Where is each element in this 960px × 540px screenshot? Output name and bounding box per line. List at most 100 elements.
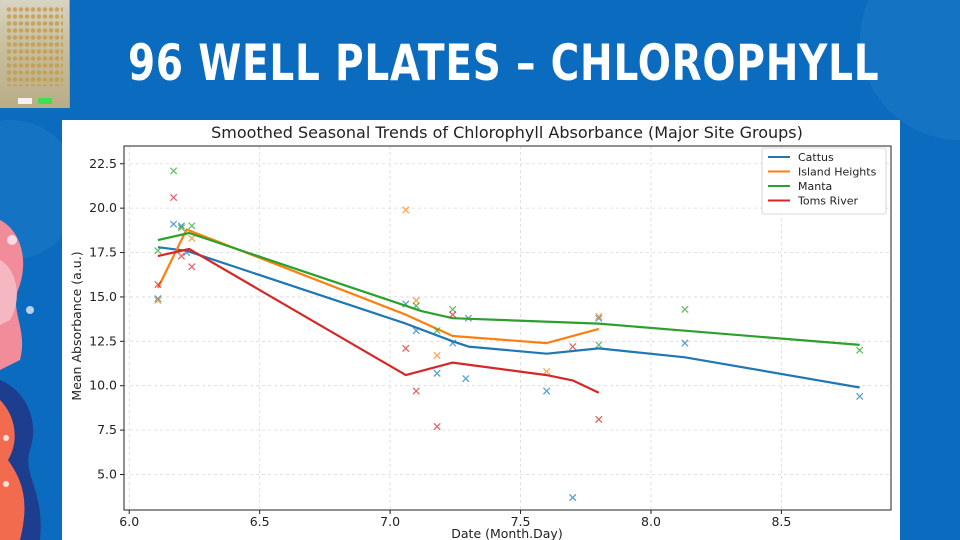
data-point-cattus [154, 295, 162, 303]
data-point-island-heights [595, 312, 603, 321]
point-stroke [595, 312, 603, 321]
data-point-toms-river [169, 193, 178, 202]
data-point-cattus [169, 220, 178, 228]
data-point-cattus [177, 222, 186, 230]
series-island-heights [154, 206, 603, 376]
point-stroke [154, 295, 162, 303]
point-stroke [433, 422, 441, 431]
data-point-cattus [462, 374, 470, 383]
data-point-cattus [569, 493, 577, 502]
point-stroke [154, 247, 162, 255]
grid [124, 146, 891, 510]
point-stroke [595, 314, 603, 322]
data-point-manta [154, 247, 162, 255]
data-point-cattus [681, 339, 689, 347]
legend-label-toms-river: Toms River [797, 195, 858, 208]
y-tick-label: 20.0 [89, 200, 117, 215]
data-point-island-heights [188, 234, 196, 242]
legend-label-manta: Manta [798, 180, 832, 193]
data-point-island-heights [433, 351, 441, 360]
data-point-manta [449, 305, 457, 314]
point-stroke [569, 342, 577, 351]
data-point-toms-river [402, 344, 410, 353]
series-manta [154, 167, 864, 354]
data-point-toms-river [412, 387, 420, 395]
point-stroke [188, 222, 196, 230]
data-point-manta [856, 346, 864, 354]
point-stroke [188, 263, 196, 271]
data-point-cattus [856, 392, 864, 401]
point-stroke [449, 305, 457, 314]
point-stroke [412, 296, 420, 305]
tick-labels: 6.0 6.5 7.0 7.5 8.0 8.5 5.0 7.5 10.0 12.5 15.0 17.5… [89, 156, 791, 529]
point-stroke [433, 351, 441, 360]
x-axis-label: Date (Month.Day) [451, 526, 562, 540]
series-line-island-heights [156, 228, 600, 345]
axes [120, 145, 892, 514]
data-point-cattus [542, 387, 551, 395]
x-tick-label: 7.5 [511, 514, 531, 529]
plate-label-sticker [38, 98, 52, 104]
legend-box [761, 147, 887, 215]
y-tick-label: 7.5 [97, 422, 117, 437]
point-stroke [681, 339, 689, 347]
data-point-manta [433, 327, 441, 335]
y-tick-label: 17.5 [89, 245, 117, 260]
point-stroke [154, 280, 162, 289]
y-tick-label: 15.0 [89, 289, 117, 304]
data-point-toms-river [188, 263, 196, 271]
series-line-manta [157, 231, 860, 346]
series-cattus [154, 220, 864, 502]
data-point-toms-river [569, 342, 577, 351]
point-stroke [177, 252, 186, 260]
y-tick-label: 12.5 [89, 333, 117, 348]
chart-title: Smoothed Seasonal Trends of Chlorophyll … [211, 123, 803, 142]
point-stroke [402, 344, 410, 353]
point-stroke [856, 392, 864, 401]
point-stroke [433, 369, 441, 377]
data-point-toms-river [595, 415, 603, 424]
x-tick-label: 6.5 [250, 514, 270, 529]
data-point-toms-river [433, 422, 441, 431]
y-axis-label: Mean Absorbance (a.u.) [69, 251, 84, 400]
x-tick-label: 8.0 [641, 514, 661, 529]
point-stroke [449, 311, 457, 319]
legend-label-island-heights: Island Heights [798, 166, 877, 179]
point-stroke [433, 327, 441, 335]
point-stroke [595, 341, 603, 349]
x-tick-label: 8.5 [771, 514, 791, 529]
data-point-island-heights [412, 296, 420, 305]
chart: Smoothed Seasonal Trends of Chlorophyll … [69, 123, 892, 540]
point-stroke [542, 367, 551, 376]
data-point-island-heights [154, 296, 162, 305]
point-stroke [681, 305, 689, 314]
point-stroke [177, 222, 186, 230]
y-tick-label: 5.0 [97, 466, 117, 481]
data-point-manta [177, 224, 186, 232]
x-tick-label: 6.0 [119, 514, 139, 529]
coral-decoration [0, 220, 41, 540]
point-stroke [569, 493, 577, 502]
data-point-toms-river [177, 252, 186, 260]
series-toms-river [154, 193, 603, 431]
data-point-manta [188, 222, 196, 230]
point-stroke [177, 224, 186, 232]
point-stroke [462, 374, 470, 383]
data-point-manta [595, 341, 603, 349]
point-stroke [154, 296, 162, 305]
data-point-toms-river [154, 280, 162, 289]
point-stroke [412, 387, 420, 395]
x-tick-label: 7.0 [380, 514, 400, 529]
data-point-manta [169, 167, 178, 175]
point-stroke [856, 346, 864, 354]
y-tick-label: 22.5 [89, 156, 117, 171]
point-stroke [169, 220, 178, 228]
series-line-toms-river [157, 247, 600, 394]
plate-label-sticker [18, 98, 32, 104]
data-point-island-heights [402, 206, 410, 214]
data-point-island-heights [542, 367, 551, 376]
point-stroke [169, 193, 178, 202]
legend-label-cattus: Cattus [798, 151, 834, 164]
data-point-manta [681, 305, 689, 314]
